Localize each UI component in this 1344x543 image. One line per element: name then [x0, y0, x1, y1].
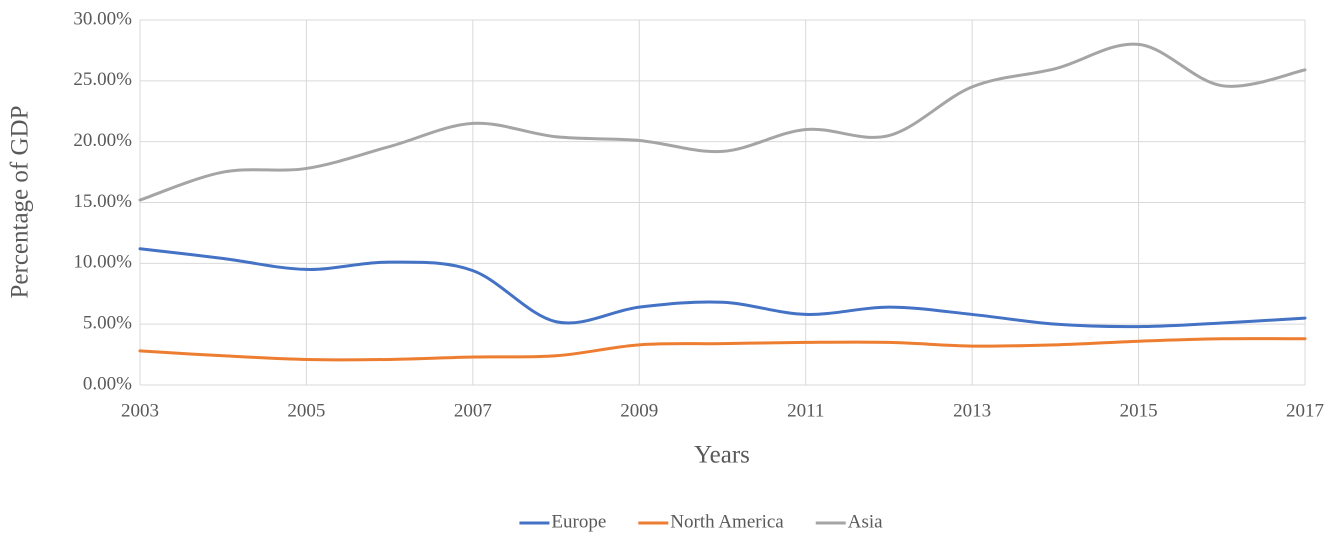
- legend-label: Asia: [848, 511, 883, 532]
- x-tick-label: 2003: [121, 400, 159, 421]
- line-series: [138, 247, 1307, 329]
- x-tick-label: 2017: [1286, 400, 1324, 421]
- y-tick-label: 30.00%: [73, 8, 132, 29]
- y-tick-label: 15.00%: [73, 191, 132, 212]
- x-axis-label: Years: [694, 442, 750, 469]
- line-series: [138, 337, 1307, 362]
- legend-label: Europe: [551, 511, 606, 532]
- x-tick-label: 2009: [620, 400, 658, 421]
- x-tick-label: 2013: [953, 400, 991, 421]
- x-tick-label: 2005: [287, 400, 325, 421]
- x-tick-label: 2011: [787, 400, 824, 421]
- y-tick-label: 10.00%: [73, 252, 132, 273]
- y-axis-label: Percentage of GDP: [7, 106, 34, 299]
- y-tick-label: 0.00%: [83, 373, 132, 394]
- x-tick-label: 2007: [454, 400, 492, 421]
- line-series: [138, 42, 1307, 202]
- legend-label: North America: [670, 511, 784, 532]
- x-tick-label: 2015: [1120, 400, 1158, 421]
- y-tick-label: 20.00%: [73, 130, 132, 151]
- y-tick-label: 25.00%: [73, 69, 132, 90]
- y-tick-label: 5.00%: [83, 313, 132, 334]
